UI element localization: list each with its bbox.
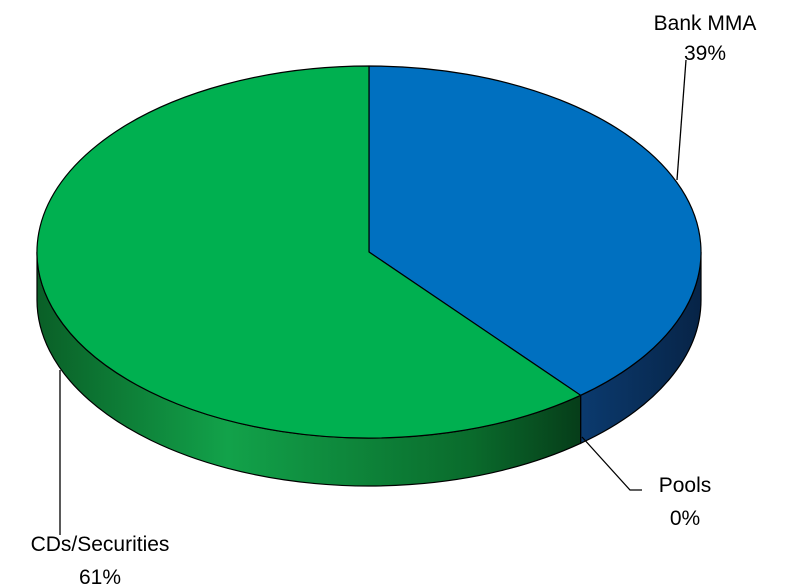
leader-line-pools bbox=[582, 437, 642, 490]
data-value-bank-mma: 39% bbox=[684, 42, 726, 65]
data-label-pools: Pools bbox=[659, 474, 712, 497]
data-label-bank-mma: Bank MMA bbox=[654, 12, 757, 35]
data-label-cds-securities: CDs/Securities bbox=[31, 533, 170, 556]
leader-line-bank-mma bbox=[677, 60, 686, 180]
data-value-cds-securities: 61% bbox=[79, 566, 121, 588]
data-value-pools: 0% bbox=[670, 507, 700, 530]
pie-top bbox=[37, 66, 701, 438]
